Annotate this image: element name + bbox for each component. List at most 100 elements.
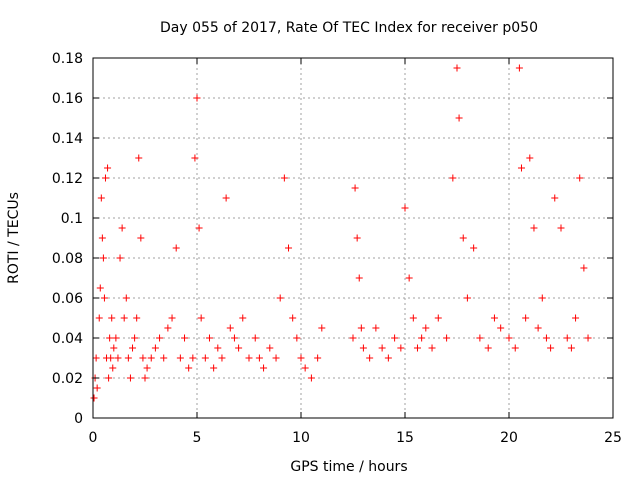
data-point [359,344,367,352]
grid-lines [93,58,613,418]
data-point [189,354,197,362]
x-tick-label: 20 [500,430,518,446]
data-point [476,334,484,342]
data-point [137,234,145,242]
data-point [122,294,130,302]
data-point [133,314,141,322]
x-tick-label: 0 [89,430,98,446]
data-point [409,314,417,322]
data-point [580,264,588,272]
y-tick-label: 0.12 [52,171,83,187]
data-point [542,334,550,342]
data-point [168,314,176,322]
data-point [255,354,263,362]
data-point [99,254,107,262]
data-point [443,334,451,342]
x-axis-ticks: 0 5 10 15 20 25 [89,58,622,446]
data-point [285,244,293,252]
data-point [307,374,315,382]
data-point [172,244,180,252]
data-point [97,194,105,202]
data-point [349,334,357,342]
data-point [118,224,126,232]
data-point [355,274,363,282]
data-point [106,334,114,342]
y-tick-label: 0.1 [61,211,83,227]
data-point [490,314,498,322]
y-tick-label: 0.14 [52,131,83,147]
y-tick-label: 0.06 [52,291,83,307]
data-point [459,234,467,242]
data-point [378,344,386,352]
data-point [95,314,103,322]
data-point [226,324,234,332]
data-point [201,354,209,362]
y-tick-label: 0.08 [52,251,83,267]
y-tick-label: 0 [74,411,83,427]
data-point [195,224,203,232]
data-point [351,184,359,192]
data-point [93,384,101,392]
data-point [318,324,326,332]
data-point [297,354,305,362]
data-point [112,334,120,342]
data-point [218,354,226,362]
data-point [116,254,124,262]
data-point [505,334,513,342]
data-point [357,324,365,332]
y-axis-ticks: 0 0.02 0.04 0.06 0.08 0.1 0.12 0.14 0.16 0.18 [52,51,613,427]
data-point [557,224,565,232]
data-point [110,344,118,352]
data-point [108,314,116,322]
data-point [124,354,132,362]
data-point [449,174,457,182]
data-point [191,154,199,162]
data-point [538,294,546,302]
data-point [289,314,297,322]
data-point [497,324,505,332]
data-point [101,174,109,182]
data-point [156,334,164,342]
data-point [96,284,104,292]
data-point [176,354,184,362]
data-point [147,354,155,362]
y-tick-label: 0.16 [52,91,83,107]
data-point [276,294,284,302]
data-point [230,334,238,342]
data-point [453,64,461,72]
data-point [463,294,471,302]
data-point [547,344,555,352]
data-point [428,344,436,352]
x-tick-label: 15 [396,430,414,446]
data-point [120,314,128,322]
data-point [131,334,139,342]
data-point [214,344,222,352]
data-point [266,344,274,352]
data-point [139,354,147,362]
data-point [366,354,374,362]
data-point [205,334,213,342]
data-point [372,324,380,332]
chart-title: Day 055 of 2017, Rate Of TEC Index for r… [160,20,538,36]
x-tick-label: 10 [292,430,310,446]
y-tick-label: 0.04 [52,331,83,347]
data-point [197,314,205,322]
data-point [272,354,280,362]
data-point [422,324,430,332]
x-tick-label: 25 [604,430,622,446]
data-point [534,324,542,332]
x-axis-label: GPS time / hours [290,459,407,475]
data-point [143,364,151,372]
data-point [434,314,442,322]
data-point [397,344,405,352]
data-point [193,94,201,102]
data-point [484,344,492,352]
data-point [126,374,134,382]
data-point [129,344,137,352]
data-point [151,344,159,352]
data-point [384,354,392,362]
data-point [517,164,525,172]
x-tick-label: 5 [193,430,202,446]
data-point [413,344,421,352]
data-point [511,344,519,352]
